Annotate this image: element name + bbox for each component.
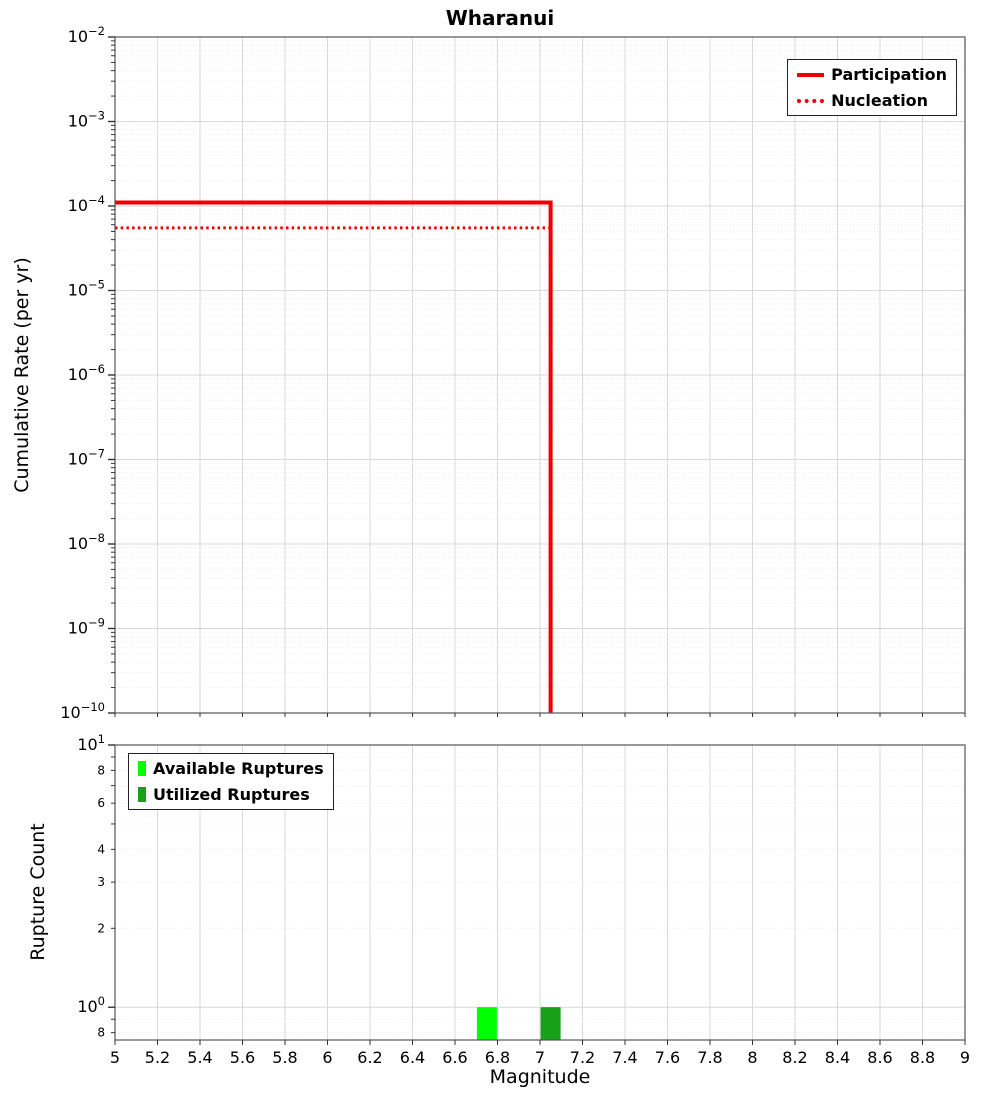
participation-line <box>115 200 553 713</box>
x-tick-label: 7 <box>535 1048 545 1067</box>
utilized-ruptures-marker <box>138 787 146 802</box>
legend-label-nucleation: Nucleation <box>831 91 929 110</box>
chart-title: Wharanui <box>445 6 555 30</box>
x-tick-label: 8.8 <box>910 1048 935 1067</box>
nucleation-line <box>115 226 553 713</box>
y-minor-tick-label: 8 <box>97 1026 105 1040</box>
x-tick-label: 5 <box>110 1048 120 1067</box>
x-tick-label: 6.8 <box>485 1048 510 1067</box>
available-ruptures-marker <box>138 761 146 776</box>
y-tick-label: 10−3 <box>68 109 105 131</box>
x-tick-label: 6.2 <box>357 1048 382 1067</box>
y-tick-label: 10−9 <box>68 616 105 638</box>
magnitude-axis-label: Magnitude <box>489 1066 591 1088</box>
x-tick-label: 5.8 <box>272 1048 297 1067</box>
nucleation-line-marker <box>797 98 825 103</box>
y-tick-label: 10−5 <box>68 278 105 300</box>
cumulative-rate-plot: 10−2 10−3 10−4 10−5 10−6 10−7 10−8 10−9 10−10 <box>60 24 966 722</box>
y-tick-label: 10−4 <box>68 193 105 215</box>
x-tick-label: 7.8 <box>697 1048 722 1067</box>
x-tick-label: 5.6 <box>230 1048 255 1067</box>
y-tick-label: 10−2 <box>68 24 105 46</box>
x-tick-label: 7.2 <box>570 1048 595 1067</box>
rupture-legend: Available Ruptures Utilized Ruptures <box>128 753 334 810</box>
legend-label-participation: Participation <box>831 65 947 84</box>
y-tick-label: 10−7 <box>68 447 105 469</box>
x-tick-label: 9 <box>960 1048 970 1067</box>
legend-item-participation: Participation <box>797 65 947 84</box>
utilized-ruptures-bar <box>540 1007 561 1040</box>
legend-item-nucleation: Nucleation <box>797 91 947 110</box>
x-tick-label: 8.4 <box>825 1048 850 1067</box>
y-minor-tick-label: 2 <box>97 921 105 935</box>
y-tick-label: 10−6 <box>68 362 105 384</box>
x-tick-label: 7.4 <box>612 1048 637 1067</box>
legend-label-utilized: Utilized Ruptures <box>153 785 310 804</box>
x-tick-label: 5.4 <box>187 1048 212 1067</box>
x-tick-label: 6.4 <box>400 1048 425 1067</box>
legend-label-available: Available Ruptures <box>153 759 324 778</box>
y-tick-label: 10−8 <box>68 531 105 553</box>
y-tick-label: 100 <box>77 994 105 1016</box>
x-tick-label: 8.6 <box>867 1048 892 1067</box>
y-minor-tick-label: 3 <box>97 875 105 889</box>
y-tick-label: 10−10 <box>60 700 105 722</box>
x-tick-label: 7.6 <box>655 1048 680 1067</box>
x-tick-label: 6 <box>322 1048 332 1067</box>
available-ruptures-bar <box>476 1007 497 1040</box>
rate-legend: Participation Nucleation <box>787 59 957 116</box>
x-tick-label: 8.2 <box>782 1048 807 1067</box>
y-minor-tick-label: 4 <box>97 842 105 856</box>
x-tick-label: 5.2 <box>145 1048 170 1067</box>
y-minor-tick-label: 6 <box>97 796 105 810</box>
x-tick-label: 6.6 <box>442 1048 467 1067</box>
participation-line-marker <box>797 72 825 77</box>
legend-item-available: Available Ruptures <box>138 759 324 778</box>
legend-item-utilized: Utilized Ruptures <box>138 785 324 804</box>
x-tick-label: 8 <box>747 1048 757 1067</box>
y-tick-label: 101 <box>77 732 105 754</box>
y-minor-tick-label: 8 <box>97 763 105 777</box>
